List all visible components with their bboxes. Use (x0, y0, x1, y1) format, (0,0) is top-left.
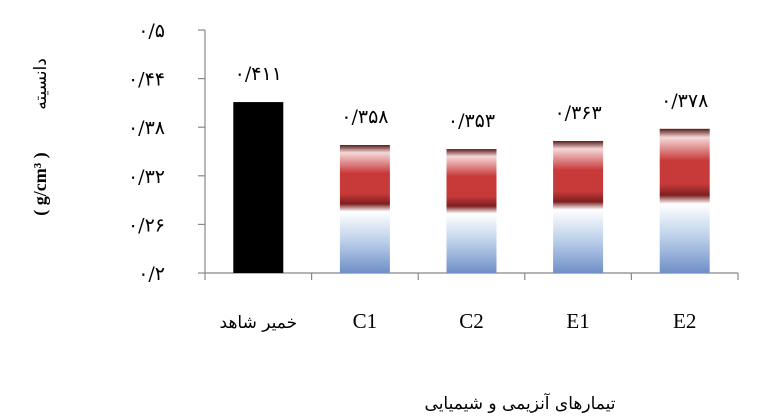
y-tick-label: ۰/۳۲ (128, 166, 165, 188)
data-label: ۰/۳۶۳ (554, 102, 601, 124)
bar-e1 (553, 140, 604, 273)
data-label: ۰/۳۷۸ (661, 90, 708, 112)
data-label: ۰/۳۵۳ (448, 110, 495, 132)
y-tick-label: ۰/۵ (138, 20, 165, 42)
category-label: خمیر شاهد (220, 313, 298, 333)
bar-c1 (339, 145, 390, 273)
bars (233, 102, 710, 273)
y-tick-label: ۰/۴۴ (128, 69, 165, 91)
y-axis-title-unit: ( g/cm³ ) (30, 152, 51, 215)
y-axis-title: دانسیته ( g/cm³ ) (30, 58, 51, 215)
bar-control (233, 102, 284, 273)
bar-e2 (659, 128, 710, 273)
category-label: C1 (353, 309, 378, 333)
x-ticks (204, 273, 739, 280)
y-tick-label: ۰/۳۸ (128, 117, 165, 139)
y-tick-label: ۰/۲ (138, 263, 165, 285)
data-label: ۰/۴۱۱ (235, 63, 282, 85)
data-label: ۰/۳۵۸ (341, 106, 388, 128)
y-ticks: ۰/۲ ۰/۲۶ ۰/۳۲ ۰/۳۸ ۰/۴۴ ۰/۵ (128, 20, 205, 285)
y-tick-label: ۰/۲۶ (128, 214, 165, 236)
category-labels: خمیر شاهد C1 C2 E1 E2 (220, 309, 697, 333)
x-axis-title: تیمارهای آنزیمی و شیمیایی (425, 392, 616, 414)
bar-c2 (446, 149, 497, 273)
data-labels: ۰/۴۱۱ ۰/۳۵۸ ۰/۳۵۳ ۰/۳۶۳ ۰/۳۷۸ (235, 63, 709, 132)
y-axis-title-text: دانسیته (31, 58, 51, 110)
category-label: E1 (566, 309, 589, 333)
category-label: E2 (673, 309, 696, 333)
category-label: C2 (459, 309, 484, 333)
